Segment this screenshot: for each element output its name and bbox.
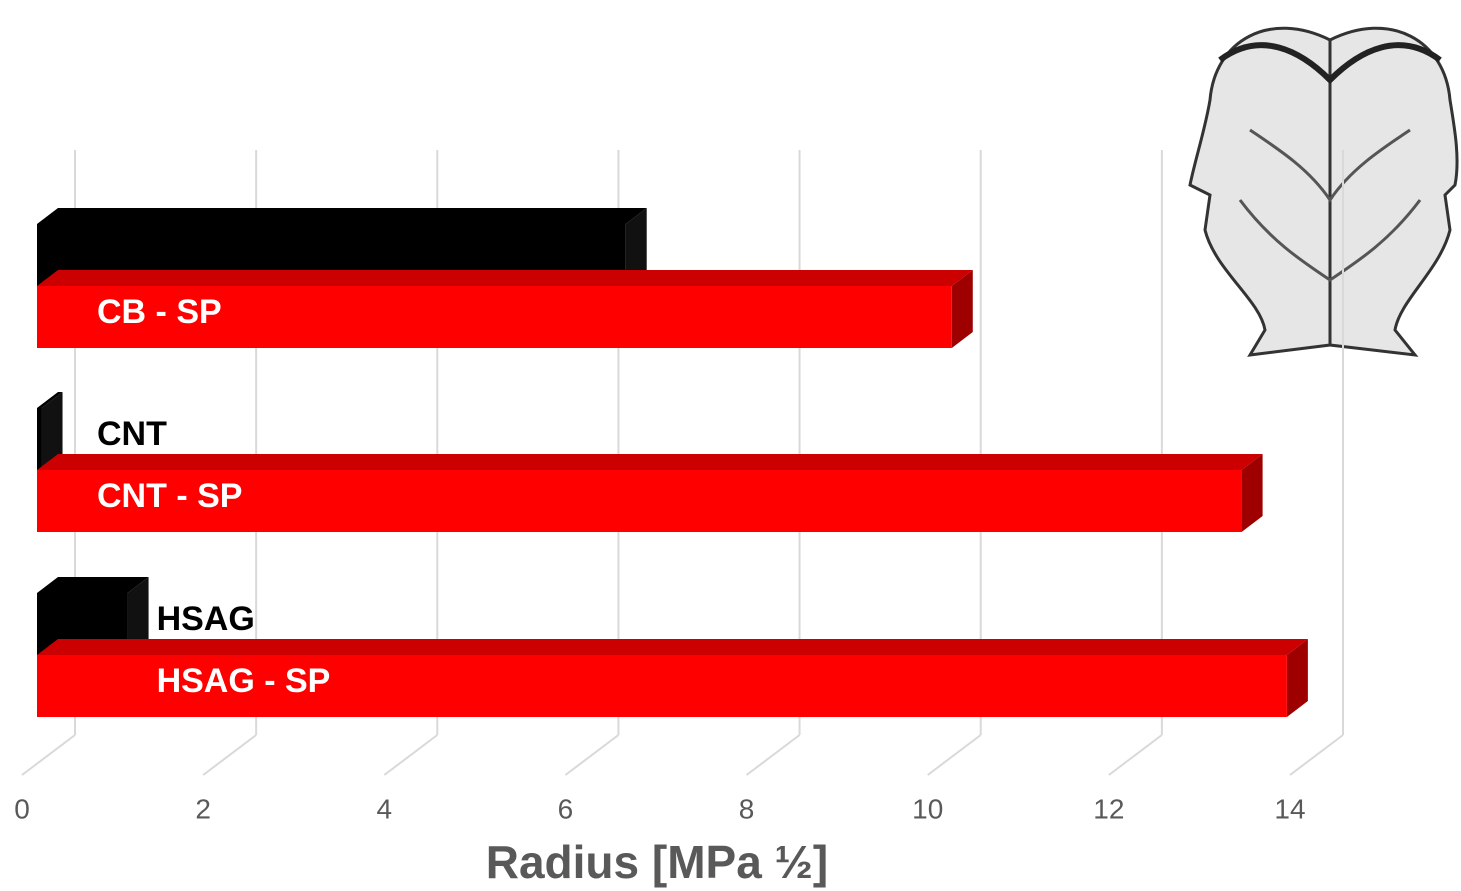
grid-line [202, 734, 257, 776]
bar-label: CNT [97, 415, 167, 453]
x-tick-label: 14 [1274, 793, 1305, 824]
grid-line [564, 734, 620, 776]
x-tick-label: 10 [912, 793, 943, 824]
grid-line [927, 734, 982, 776]
bar [37, 286, 952, 348]
bar-top [37, 208, 647, 224]
bar-side [1286, 639, 1308, 717]
bar-label: CB N234 [97, 231, 237, 269]
bar-top [37, 639, 1308, 655]
bar-top [37, 270, 973, 286]
x-tick-label: 12 [1093, 793, 1124, 824]
bar-side [41, 392, 63, 470]
x-tick-label: 8 [739, 793, 755, 824]
bar-top [37, 392, 63, 408]
bar-label: HSAG [157, 600, 255, 638]
bar-label: HSAG - SP [157, 662, 331, 700]
bar-side [951, 270, 973, 348]
bar [37, 408, 42, 470]
grid-line [383, 734, 438, 776]
bar [37, 470, 1242, 532]
grid-line [745, 734, 801, 776]
bar-top [37, 454, 1263, 470]
bar-side [625, 208, 647, 286]
x-tick-label: 2 [195, 793, 211, 824]
x-tick-label: 4 [376, 793, 392, 824]
x-axis-title: Radius [MPa ½] [486, 836, 829, 888]
bar-side [1241, 454, 1263, 532]
grid-line [1289, 734, 1344, 776]
grid-line [21, 734, 76, 776]
bar [37, 655, 1287, 717]
x-tick-label: 0 [14, 793, 30, 824]
x-tick-label: 6 [558, 793, 574, 824]
janus-illustration [1188, 26, 1459, 357]
bar-top [37, 577, 149, 593]
bar-label: CB - SP [97, 293, 222, 331]
bar-label: CNT - SP [97, 477, 242, 515]
bar-side [127, 577, 149, 655]
grid-line [1108, 734, 1163, 776]
